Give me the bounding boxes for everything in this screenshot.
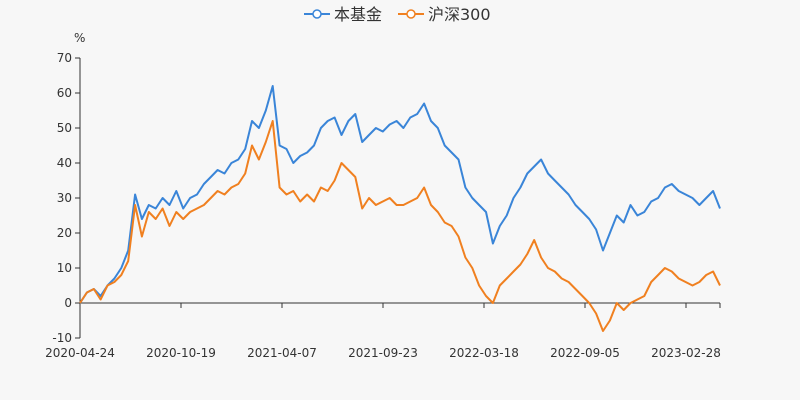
- series-lines: [79, 85, 721, 332]
- y-axis-unit-label: %: [74, 31, 85, 45]
- y-tick-label: 70: [57, 51, 72, 65]
- y-tick-label: 10: [57, 261, 72, 275]
- series-line-fund: [79, 85, 721, 304]
- legend-label-fund: 本基金: [334, 5, 382, 24]
- x-tick-label: 2022-03-18: [449, 346, 519, 360]
- x-tick-label: 2021-09-23: [348, 346, 418, 360]
- legend-index-marker-icon: [406, 9, 416, 19]
- y-tick-label: 50: [57, 121, 72, 135]
- legend-label-index: 沪深300: [428, 5, 491, 24]
- y-tick-label: 20: [57, 226, 72, 240]
- x-tick-label: 2020-10-19: [146, 346, 216, 360]
- x-tick-label: 2023-02-28: [651, 346, 721, 360]
- x-tick-label: 2020-04-24: [45, 346, 115, 360]
- legend-fund-marker-icon: [312, 9, 322, 19]
- y-tick-label: 60: [57, 86, 72, 100]
- y-axis-ticks: -10 0 10 20 30 40 50 60 70: [52, 51, 80, 345]
- y-tick-label: 0: [64, 296, 72, 310]
- legend-item-fund[interactable]: 本基金: [304, 5, 382, 24]
- y-tick-label: 30: [57, 191, 72, 205]
- y-tick-label: -10: [52, 331, 72, 345]
- y-tick-label: 40: [57, 156, 72, 170]
- x-axis-ticks: 2020-04-24 2020-10-19 2021-04-07 2021-09-23…: [45, 303, 721, 360]
- series-line-index: [79, 120, 721, 332]
- legend-item-index[interactable]: 沪深300: [398, 5, 491, 24]
- legend[interactable]: 本基金 沪深300: [304, 5, 491, 24]
- x-tick-label: 2022-09-05: [550, 346, 620, 360]
- x-tick-label: 2021-04-07: [247, 346, 317, 360]
